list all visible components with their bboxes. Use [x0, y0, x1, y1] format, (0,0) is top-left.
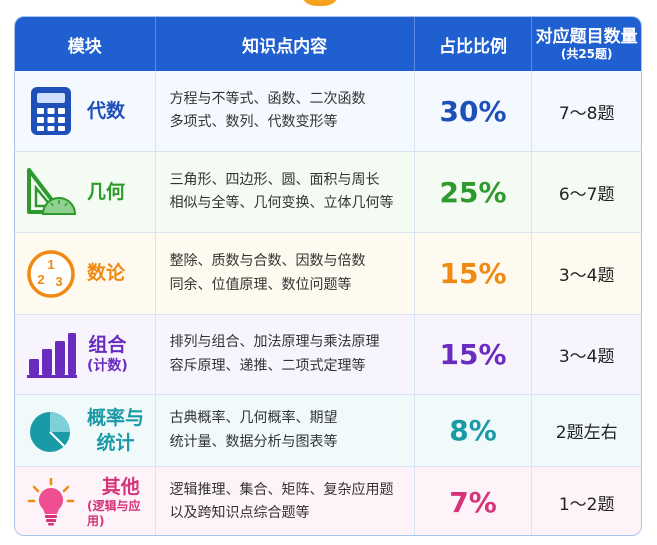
count-cell: 3～4题 [532, 315, 641, 394]
module-cell: 组合 (计数) [15, 315, 156, 394]
module-cell: 代数 [15, 71, 156, 151]
svg-text:2: 2 [37, 272, 44, 287]
module-subtitle: (计数) [87, 358, 128, 375]
header-count-sub: (共25题) [560, 47, 613, 61]
header-module: 模块 [15, 17, 156, 71]
table-header: 模块 知识点内容 占比比例 对应题目数量 (共25题) [15, 17, 641, 71]
header-content: 知识点内容 [156, 17, 415, 71]
module-name-group: 概率与 统计 [87, 406, 144, 455]
numbers-123-icon: 1 2 3 [25, 248, 77, 300]
content-cell: 方程与不等式、函数、二次函数 多项式、数列、代数变形等 [156, 71, 415, 151]
module-name-line2: 统计 [96, 431, 135, 454]
content-line: 逻辑推理、集合、矩阵、复杂应用题 [169, 481, 394, 498]
module-name: 几何 [87, 180, 126, 203]
module-cell: 1 2 3 数论 [15, 233, 156, 314]
content-line: 整除、质数与合数、因数与倍数 [169, 253, 366, 270]
content-cell: 古典概率、几何概率、期望 统计量、数据分析与图表等 [156, 395, 415, 466]
ratio-cell: 25% [415, 152, 533, 232]
content-line: 容斥原理、递推、二项式定理等 [169, 357, 366, 374]
ratio-cell: 15% [415, 233, 533, 314]
module-cell: 几何 [15, 152, 156, 232]
content-line: 古典概率、几何概率、期望 [169, 410, 338, 427]
table-row-geometry: 几何 三角形、四边形、圆、面积与周长 相似与全等、几何变换、立体几何等 25% … [15, 152, 641, 233]
content-line: 方程与不等式、函数、二次函数 [169, 90, 366, 107]
module-name: 概率与 [87, 406, 145, 429]
ratio-value: 25% [439, 175, 507, 209]
count-value: 3～4题 [558, 266, 615, 286]
module-cell: 其他 (逻辑与应用) [15, 467, 156, 535]
pie-chart-icon [25, 405, 77, 457]
count-cell: 3～4题 [532, 233, 641, 314]
ratio-cell: 7% [415, 467, 533, 535]
svg-text:3: 3 [55, 274, 62, 289]
count-cell: 1～2题 [532, 467, 641, 535]
module-name-group: 组合 (计数) [87, 333, 128, 375]
table-row-combinatorics: 组合 (计数) 排列与组合、加法原理与乘法原理 容斥原理、递推、二项式定理等 1… [15, 315, 641, 395]
module-name: 其他 [101, 475, 140, 498]
table-row-number-theory: 1 2 3 数论 整除、质数与合数、因数与倍数 同余、位值原理、数位问题等 15… [15, 233, 641, 315]
set-square-protractor-icon [25, 166, 77, 218]
count-value: 3～4题 [558, 347, 615, 367]
content-cell: 排列与组合、加法原理与乘法原理 容斥原理、递推、二项式定理等 [156, 315, 415, 394]
content-line: 以及跨知识点综合题等 [169, 505, 310, 521]
content-line: 排列与组合、加法原理与乘法原理 [169, 334, 380, 351]
content-line: 相似与全等、几何变换、立体几何等 [169, 195, 394, 211]
count-cell: 2题左右 [532, 395, 641, 466]
ratio-value: 8% [449, 414, 497, 447]
ratio-cell: 30% [415, 71, 533, 151]
svg-text:1: 1 [47, 257, 54, 272]
header-count-label: 对应题目数量 [535, 26, 638, 47]
module-name: 代数 [87, 99, 126, 122]
top-decoration [300, 0, 340, 6]
ratio-value: 15% [439, 257, 507, 290]
content-line: 多项式、数列、代数变形等 [169, 114, 338, 130]
count-value: 6～7题 [558, 184, 615, 205]
ratio-value: 15% [439, 338, 507, 371]
bar-chart-icon [25, 329, 77, 381]
module-name: 数论 [87, 262, 126, 285]
header-ratio: 占比比例 [415, 17, 533, 71]
ratio-value: 7% [449, 485, 497, 519]
content-cell: 三角形、四边形、圆、面积与周长 相似与全等、几何变换、立体几何等 [156, 152, 415, 232]
count-value: 2题左右 [555, 423, 618, 443]
count-cell: 6～7题 [532, 152, 641, 232]
ratio-value: 30% [439, 94, 507, 128]
topic-distribution-table: 模块 知识点内容 占比比例 对应题目数量 (共25题) [14, 16, 642, 536]
ratio-cell: 15% [415, 315, 533, 394]
content-line: 统计量、数据分析与图表等 [169, 433, 338, 450]
table-row-algebra: 代数 方程与不等式、函数、二次函数 多项式、数列、代数变形等 30% 7～8题 [15, 71, 641, 152]
content-cell: 整除、质数与合数、因数与倍数 同余、位值原理、数位问题等 [156, 233, 415, 314]
count-value: 1～2题 [558, 494, 615, 515]
lightbulb-icon [25, 476, 77, 528]
module-subtitle: (逻辑与应用) [87, 499, 141, 529]
table-row-other: 其他 (逻辑与应用) 逻辑推理、集合、矩阵、复杂应用题 以及跨知识点综合题等 7… [15, 467, 641, 535]
table-row-probability-statistics: 概率与 统计 古典概率、几何概率、期望 统计量、数据分析与图表等 8% 2题左右 [15, 395, 641, 467]
count-cell: 7～8题 [532, 71, 641, 151]
header-count: 对应题目数量 (共25题) [532, 17, 641, 71]
content-line: 三角形、四边形、圆、面积与周长 [169, 171, 380, 188]
ratio-cell: 8% [415, 395, 533, 466]
module-cell: 概率与 统计 [15, 395, 156, 466]
calculator-icon [25, 85, 77, 137]
content-cell: 逻辑推理、集合、矩阵、复杂应用题 以及跨知识点综合题等 [156, 467, 415, 535]
module-name-group: 其他 (逻辑与应用) [87, 475, 155, 530]
count-value: 7～8题 [558, 103, 615, 124]
content-line: 同余、位值原理、数位问题等 [169, 276, 352, 293]
module-name: 组合 [88, 334, 127, 357]
